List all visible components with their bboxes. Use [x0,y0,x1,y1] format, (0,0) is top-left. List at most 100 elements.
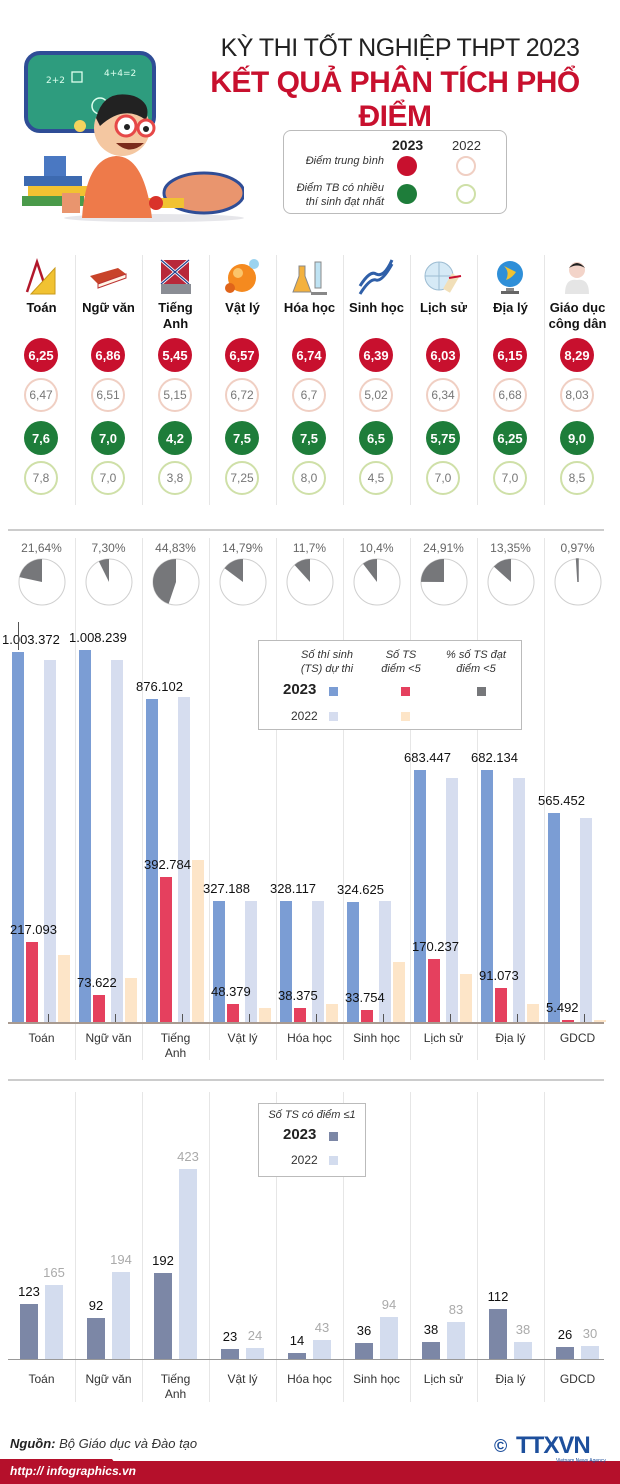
swatch-participants-2022 [329,712,338,721]
avg-2023-badge: 6,03 [426,338,460,372]
pie-svg [286,558,334,606]
mode-2022-badge: 4,5 [359,461,393,495]
bar-below5-2022 [58,954,70,1022]
pie-chart [151,557,201,607]
pie-chart [285,557,335,607]
legend-mode-label-line2: thí sinh đạt nhất [305,196,384,208]
legend-col-pct-below5-line1: % số TS đạt [446,649,506,661]
pie-label: 0,97% [560,541,595,555]
pie-svg [85,558,133,606]
bar-below5-2022 [393,962,405,1022]
bar-label-participants: 565.452 [538,793,585,809]
bar-le1-2023-label: 26 [557,1327,573,1343]
x-axis-label: Hóa học [276,1372,343,1387]
x-axis-label-line: Hóa học [287,1031,332,1045]
pct-tick [182,1014,183,1022]
bar-le1-2023 [20,1303,38,1359]
avg-2023-badge: 6,15 [493,338,527,372]
pie-svg [219,558,267,606]
column-divider [477,255,478,505]
subject-name-line1: Địa lý [493,300,528,315]
column-divider [410,255,411,505]
bar-participants-2023 [12,651,24,1022]
legend-avg-label: Điểm trung bình [305,155,384,167]
x-axis-label: Tiếng Anh [142,1372,209,1402]
pie-svg [152,558,200,606]
pct-tick [383,1014,384,1022]
bar-le1-2023 [489,1308,507,1359]
legend3-year-2022: 2022 [291,1153,318,1167]
x-axis-label-line: Toán [28,1031,55,1045]
column-divider [142,1092,143,1402]
bar-le1-2023-label: 23 [222,1328,238,1344]
pie-svg [18,558,66,606]
footer-band [0,1461,620,1484]
bar-label-below5: 170.237 [412,939,459,955]
column-divider [75,1092,76,1402]
column-divider [343,538,344,1060]
avg-2023-badge: 8,29 [560,338,594,372]
bar-label-participants: 328.117 [270,880,317,896]
flask-icon [289,258,329,298]
bar-participants-2023 [548,813,560,1022]
ruler-compass-icon [21,258,61,298]
x-axis-label: Địa lý [477,1031,544,1046]
column-divider [209,538,210,1060]
pie-slice [294,559,310,582]
atom-ball-icon [222,258,262,298]
mode-2023-badge: 5,75 [426,421,460,455]
mode-2022-badge: 7,0 [493,461,527,495]
bar-participants-2022 [580,817,592,1022]
header-illustration: 2+2 4+4=2 [4,48,246,223]
bar-label-participants: 1.008.239 [69,630,127,645]
copyright-icon: © [494,1436,508,1456]
bar-below5-2022 [192,859,204,1022]
x-axis-label-line: Tiếng [160,1031,191,1045]
legend-col-below5: Số TS điểm <5 [371,648,431,676]
swatch-le1-2023 [329,1132,338,1141]
x-axis-label: GDCD [544,1031,611,1046]
pie-slice [224,559,243,582]
bar-le1-2023 [422,1341,440,1359]
avg-2022-badge: 6,34 [426,378,460,412]
section-divider-2 [8,1079,604,1081]
subject-name: Lịch sử [410,300,477,316]
bar-participants-2023 [79,650,91,1022]
legend-col-pct-below5: % số TS đạt điểm <5 [437,648,515,676]
bar-label-participants: 327.188 [203,881,250,897]
mode-2023-badge: 9,0 [560,421,594,455]
bar-participants-2022 [111,659,123,1022]
pie-slice [363,559,377,582]
subject-name-line1: Sinh học [349,300,404,315]
student-with-chalkboard-illustration: 2+2 4+4=2 [22,51,246,222]
source-label: Nguồn: [10,1436,56,1451]
swatch-participants-2023 [329,687,338,696]
column-divider [276,255,277,505]
column-divider [544,255,545,505]
footer-url-link[interactable]: http:// infographics.vn [10,1464,136,1478]
bar-participants-2022 [379,901,391,1022]
chart1-baseline [8,1022,604,1024]
bar-label-below5: 73.622 [77,974,117,990]
bar-label-below5: 48.379 [211,984,251,1000]
x-axis-label-line: GDCD [559,1031,596,1045]
bar-participants-2022 [44,659,56,1022]
subject-name: Ngữ văn [75,300,142,316]
bar-le1-2023-label: 14 [289,1332,305,1348]
section-divider-1 [8,529,604,531]
pie-label: 10,4% [359,541,394,555]
legend-avg-2023-dot [397,156,417,176]
mode-2023-badge: 6,25 [493,421,527,455]
avg-2022-badge: 6,68 [493,378,527,412]
pct-tick [115,1014,116,1022]
subject-name: Tiếng Anh [142,300,209,332]
column-divider [544,1092,545,1402]
legend3-label: Số TS có điểm ≤1 [268,1109,356,1121]
bar-le1-2022 [246,1348,264,1359]
bar-le1-2022-label: 24 [247,1328,263,1344]
bar-below5-2022 [326,1004,338,1022]
bar-below5-2023 [160,877,172,1022]
bar-below5-2023 [495,988,507,1022]
bar-le1-2023 [154,1272,172,1359]
avg-2022-badge: 6,72 [225,378,259,412]
